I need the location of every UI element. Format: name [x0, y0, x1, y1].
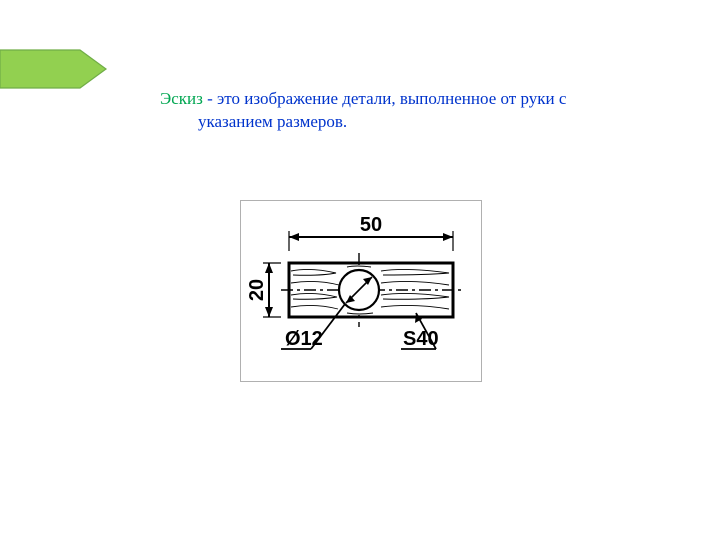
term-text: Эскиз	[160, 89, 203, 108]
sketch-svg: 50 20	[241, 201, 481, 381]
definition-line1: это изображение детали, выполненное от р…	[217, 89, 566, 108]
height-label: 20	[246, 279, 268, 301]
slide: Эскиз - это изображение детали, выполнен…	[0, 0, 720, 540]
width-label: 50	[360, 214, 382, 236]
dimension-height: 20	[246, 263, 281, 317]
arrow-icon	[0, 44, 110, 94]
dimension-width: 50	[289, 214, 453, 251]
thickness-label: S40	[403, 328, 439, 350]
definition-line2: указанием размеров.	[160, 111, 640, 134]
dash-text: -	[203, 89, 217, 108]
thickness-leader: S40	[401, 313, 439, 350]
arrow-badge	[0, 44, 110, 99]
diameter-label: Ø12	[285, 328, 323, 350]
definition-heading: Эскиз - это изображение детали, выполнен…	[160, 88, 640, 134]
technical-sketch-figure: 50 20	[240, 200, 482, 382]
